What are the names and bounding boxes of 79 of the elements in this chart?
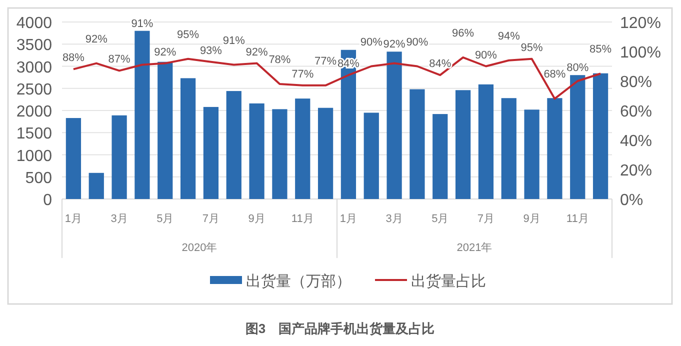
bar <box>386 52 402 199</box>
bar <box>272 109 288 199</box>
y-tick-label: 0 <box>43 192 52 209</box>
bar <box>158 62 173 199</box>
x-tick-label: 11月 <box>291 213 314 225</box>
bar <box>88 172 104 199</box>
text: 2021年 <box>456 242 492 254</box>
data-label: 93% <box>200 44 222 57</box>
bar <box>226 91 242 199</box>
bar <box>66 118 82 199</box>
bar <box>410 89 425 199</box>
bar <box>112 115 127 199</box>
y2-tick-label: 60% <box>620 104 652 120</box>
y2-tick-label: 40% <box>620 133 652 150</box>
y-tick-label: 3500 <box>16 37 52 54</box>
data-label: 92% <box>154 46 176 58</box>
data-label: 77% <box>314 55 337 68</box>
bar <box>249 103 264 199</box>
x-tick-label: 9月 <box>523 213 540 225</box>
x-tick-label: 5月 <box>156 213 174 225</box>
legend-label: 出货量占比 <box>411 273 486 290</box>
x-tick-label: 1月 <box>340 213 358 225</box>
data-label: 91% <box>222 34 246 47</box>
x-tick-label: 11月 <box>566 213 589 225</box>
x-tick-label: 7月 <box>202 213 220 225</box>
bar <box>318 108 334 199</box>
data-label: 77% <box>292 68 314 80</box>
x-tick-label: 7月 <box>477 213 495 225</box>
legend-label: 出货量（万部） <box>246 273 351 290</box>
data-label: 84% <box>429 58 452 70</box>
data-label: 94% <box>498 30 520 42</box>
data-label: 78% <box>268 54 291 66</box>
x-tick-label: 1月 <box>64 213 82 225</box>
bar <box>478 84 494 199</box>
data-label: 92% <box>246 46 268 58</box>
y2-tick-label: 120% <box>620 15 661 32</box>
y2-tick-label: 20% <box>620 162 652 180</box>
data-label: 92% <box>383 38 406 51</box>
data-label: 95% <box>520 42 544 54</box>
bar <box>501 98 516 199</box>
y2-tick-label: 80% <box>620 74 652 91</box>
bar <box>180 78 196 199</box>
bar <box>295 98 310 199</box>
data-label: 91% <box>131 18 154 30</box>
data-label: 80% <box>566 62 589 74</box>
x-tick-label: 3月 <box>386 213 403 225</box>
x-tick-label: 3月 <box>110 213 128 225</box>
data-label: 90% <box>360 36 383 48</box>
bar <box>592 73 608 199</box>
data-label: 85% <box>590 44 612 56</box>
y-tick-label: 4000 <box>16 15 52 32</box>
bar <box>570 75 586 199</box>
y-tick-label: 3000 <box>16 59 52 76</box>
data-label: 90% <box>474 49 498 62</box>
text: 图3 国产品牌手机出货量及占比 <box>245 321 435 336</box>
data-label: 87% <box>108 54 131 66</box>
data-label: 90% <box>406 36 428 48</box>
data-label: 95% <box>177 28 200 41</box>
bar <box>203 106 219 199</box>
bar <box>455 90 471 199</box>
y-tick-label: 2500 <box>16 81 52 98</box>
y-tick-label: 2000 <box>16 104 52 120</box>
y2-tick-label: 0% <box>620 192 644 209</box>
y2-tick-label: 100% <box>620 44 661 62</box>
data-label: 68% <box>544 68 566 81</box>
text: 2020年 <box>182 242 218 254</box>
data-label: 96% <box>452 27 474 40</box>
bar <box>547 98 562 199</box>
bar <box>524 110 540 199</box>
y-tick-label: 500 <box>25 170 52 187</box>
data-label: 92% <box>85 33 108 46</box>
x-tick-label: 9月 <box>248 213 266 225</box>
y-tick-label: 1000 <box>16 148 52 165</box>
y-tick-label: 1500 <box>16 126 52 143</box>
data-label: 88% <box>62 52 85 64</box>
bar <box>432 114 448 199</box>
bar <box>364 112 379 199</box>
bar <box>134 30 150 199</box>
x-tick-label: 5月 <box>432 213 449 225</box>
